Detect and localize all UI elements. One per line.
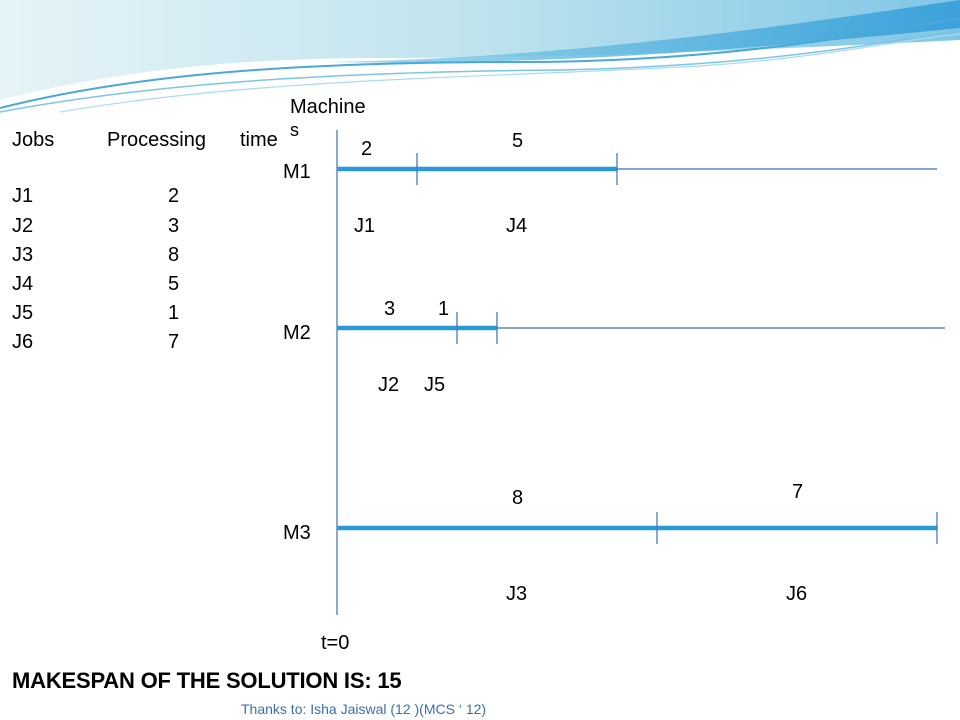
job-row-3-name: J3 <box>12 244 34 266</box>
job-row-3-time: 8 <box>168 244 180 266</box>
machines-header-line2: s <box>290 120 299 140</box>
job-row-4-time: 5 <box>168 273 180 295</box>
m3-duration-j3: 8 <box>512 487 524 509</box>
m2-duration-j2: 3 <box>384 298 396 320</box>
origin-label: t=0 <box>321 632 350 654</box>
machine-label-m1: M1 <box>283 161 311 183</box>
job-row-2-name: J2 <box>12 215 34 237</box>
job-row-5-name: J5 <box>12 302 34 324</box>
m2-duration-j5: 1 <box>438 298 450 320</box>
job-row-5-time: 1 <box>168 302 180 324</box>
job-row-1-name: J1 <box>12 185 34 207</box>
m1-job-j4: J4 <box>506 215 528 237</box>
m1-job-j1: J1 <box>354 215 376 237</box>
jobs-header: Jobs <box>12 129 55 151</box>
m1-duration-j4: 5 <box>512 130 524 152</box>
machines-header-line1: Machine <box>290 96 366 118</box>
machine-label-m3: M3 <box>283 522 311 544</box>
job-row-2-time: 3 <box>168 215 180 237</box>
wave-banner <box>0 0 960 113</box>
m2-job-j5: J5 <box>424 374 446 396</box>
processing-header: Processing <box>107 129 206 151</box>
time-header: time <box>240 129 278 151</box>
machine-label-m2: M2 <box>283 322 311 344</box>
makespan-text: MAKESPAN OF THE SOLUTION IS: 15 <box>12 668 402 693</box>
credit-text: Thanks to: Isha Jaiswal (12 )(MCS ‘ 12) <box>241 701 487 717</box>
job-row-6-time: 7 <box>168 331 180 353</box>
job-row-6-name: J6 <box>12 331 34 353</box>
job-row-4-name: J4 <box>12 273 34 295</box>
m1-duration-j1: 2 <box>361 138 373 160</box>
m3-job-j6: J6 <box>786 583 808 605</box>
job-row-1-time: 2 <box>168 185 180 207</box>
m3-duration-j6: 7 <box>792 481 804 503</box>
m3-job-j3: J3 <box>506 583 528 605</box>
m2-job-j2: J2 <box>378 374 400 396</box>
